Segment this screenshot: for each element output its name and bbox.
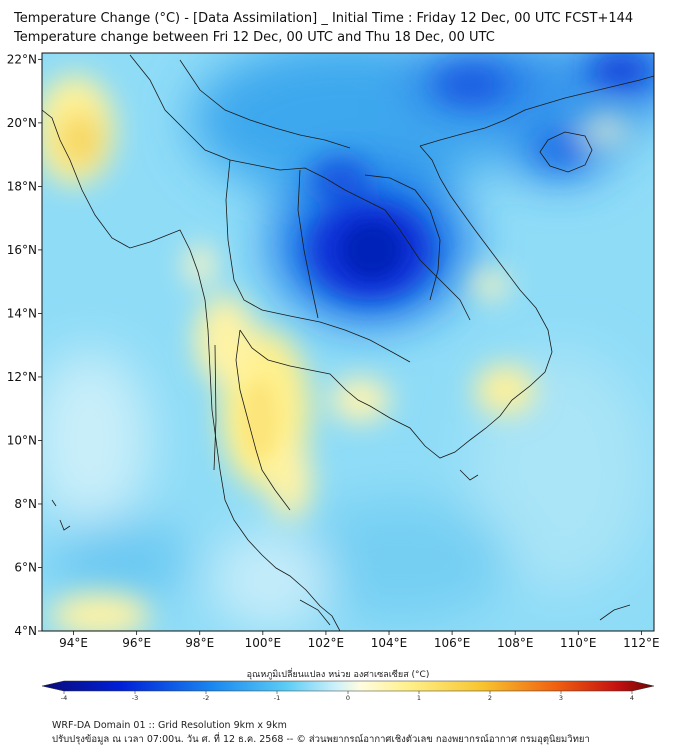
lon-label: 110°E [560,636,597,650]
colorbar-tick-label: -2 [203,694,209,702]
lat-label: 20°N [7,116,37,130]
colorbar-tick-label: 1 [417,694,421,702]
map-title: Temperature Change (°C) - [Data Assimila… [14,11,634,26]
colorbar: -4 -3 -2 -1 0 1 2 3 4 [41,680,655,702]
lon-label: 100°E [245,636,282,650]
colorbar-tick-label: 4 [630,694,634,702]
map-frame [41,52,655,632]
lon-label: 112°E [623,636,660,650]
colorbar-tick-label: 2 [488,694,492,702]
lat-label: 6°N [14,560,37,574]
lon-label: 106°E [434,636,471,650]
lon-label: 94°E [59,636,88,650]
lon-label: 96°E [122,636,151,650]
colorbar-gradient [41,680,655,692]
lat-label: 10°N [7,433,37,447]
colorbar-tick-label: -4 [61,694,67,702]
latitude-axis: 22°N 20°N 18°N 16°N 14°N 12°N 10°N 8°N 6°N 4°N [7,52,42,638]
lat-label: 14°N [7,306,37,320]
model-info: WRF-DA Domain 01 :: Grid Resolution 9km … [52,720,287,731]
lat-label: 22°N [7,52,37,66]
lat-label: 16°N [7,243,37,257]
lon-label: 108°E [497,636,534,650]
coastlines-and-borders [42,54,654,631]
colorbar-tick-label: 0 [346,694,350,702]
lat-label: 12°N [7,370,37,384]
lon-label: 98°E [185,636,214,650]
colorbar-tick-label: -1 [274,694,280,702]
lat-label: 18°N [7,179,37,193]
map-subtitle: Temperature change between Fri 12 Dec, 0… [14,30,495,45]
lon-label: 102°E [308,636,345,650]
temperature-field [42,53,654,631]
lon-label: 104°E [371,636,408,650]
colorbar-title: อุณหภูมิเปลี่ยนแปลง หน่วย องศาเซลเซียส (… [246,670,430,680]
colorbar-tick-label: 3 [559,694,563,702]
colorbar-tick-label: -3 [132,694,138,702]
colorbar-ticks: -4 -3 -2 -1 0 1 2 3 4 [61,691,634,702]
update-credit: ปรับปรุงข้อมูล ณ เวลา 07:00น. วัน ศ. ที่… [52,734,590,745]
longitude-axis: 94°E 96°E 98°E 100°E 102°E 104°E 106°E 108°E 110… [59,631,660,650]
lat-label: 4°N [14,624,37,638]
lat-label: 8°N [14,497,37,511]
